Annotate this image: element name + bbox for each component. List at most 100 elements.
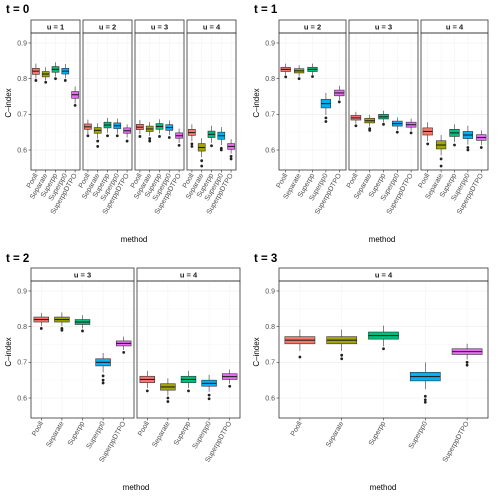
outlier-point xyxy=(44,80,48,84)
outlier-point xyxy=(409,131,413,135)
outlier-point xyxy=(101,381,105,385)
outlier-point xyxy=(148,137,152,140)
y-tick-label: 0.9 xyxy=(265,40,275,47)
x-tick-label: Separate xyxy=(45,420,65,448)
outlier-point xyxy=(337,100,341,104)
facet-u-1: u = 1PoollSeparateSuperppSuperpp0Superpp… xyxy=(26,19,81,216)
outlier-point xyxy=(297,77,301,81)
outlier-point xyxy=(190,145,194,148)
box-separate: Separate xyxy=(325,281,358,449)
y-tick-label: 0.6 xyxy=(17,147,27,154)
outlier-point xyxy=(423,400,427,404)
box-pooll: Pooll xyxy=(346,33,362,189)
outlier-point xyxy=(229,155,233,158)
outlier-point xyxy=(39,327,43,330)
facet-border xyxy=(136,280,241,419)
facet-u-4: u = 4PoollSeparateSuperppSuperpp0Superpp… xyxy=(418,19,489,216)
strip-label: u = 2 xyxy=(304,22,321,31)
x-tick-label: Pooll xyxy=(31,420,45,437)
y-tick-label: 0.7 xyxy=(17,360,27,367)
outlier-point xyxy=(439,157,443,161)
outlier-point xyxy=(101,378,105,382)
facet-u-4: u = 4PoollSeparateSuperppSuperpp0Superpp… xyxy=(182,19,237,216)
outlier-point xyxy=(423,394,427,398)
x-tick-label: Superpp0 xyxy=(408,420,429,450)
panel-title: t = 0 xyxy=(6,4,29,16)
outlier-point xyxy=(207,397,211,401)
outlier-point xyxy=(395,130,399,134)
outlier-point xyxy=(382,347,385,351)
x-tick-label: Superpp xyxy=(67,420,86,447)
x-tick-label: Pooll xyxy=(346,172,360,189)
strip-label: u = 1 xyxy=(47,22,64,31)
box-superpp: Superpp xyxy=(297,33,318,199)
outlier-point xyxy=(145,389,149,393)
outlier-point xyxy=(101,374,105,378)
y-tick-label: 0.7 xyxy=(265,360,275,367)
box-superppdtpo: SuperppDTPO xyxy=(442,281,483,464)
panel-title: t = 3 xyxy=(254,253,277,265)
box-superpp0: Superpp0 xyxy=(408,281,441,450)
outlier-point xyxy=(148,139,152,143)
box-superpp0: Superpp0 xyxy=(192,281,217,450)
x-tick-label: Superpp0 xyxy=(86,420,107,450)
box-pooll: Pooll xyxy=(26,33,40,189)
outlier-point xyxy=(219,148,223,152)
y-axis-title: C–index xyxy=(4,88,13,117)
outlier-point xyxy=(368,128,372,132)
box-superpp: Superpp xyxy=(439,33,460,199)
facet-border xyxy=(82,32,133,171)
x-axis-title: method xyxy=(121,235,148,244)
outlier-point xyxy=(200,159,204,163)
box-superpp: Superpp xyxy=(368,281,399,447)
outlier-point xyxy=(73,104,77,107)
x-tick-label: Pooll xyxy=(137,420,151,437)
strip-label: u = 3 xyxy=(74,270,91,279)
outlier-point xyxy=(96,145,100,148)
outlier-point xyxy=(439,164,443,168)
panel-title: t = 2 xyxy=(6,253,29,265)
outlier-point xyxy=(228,384,232,388)
panel-t0: t = 0 C–index method 0.6 0.7 0.8 0.9 u = 1 Po… xyxy=(4,4,237,244)
outlier-point xyxy=(382,122,385,126)
outlier-point xyxy=(166,400,170,403)
panel-t1: t = 1 C–index method 0.6 0.7 0.8 0.9 u = 2 Po… xyxy=(252,4,489,244)
outlier-point xyxy=(54,77,57,81)
outlier-point xyxy=(453,143,456,147)
outlier-point xyxy=(311,75,314,78)
outlier-point xyxy=(158,135,161,138)
y-axis-title: C–index xyxy=(4,337,13,366)
facet-border xyxy=(420,32,489,171)
box-pooll: Pooll xyxy=(137,281,156,437)
outlier-point xyxy=(324,116,328,120)
outlier-point xyxy=(465,360,469,364)
outlier-point xyxy=(96,139,100,143)
outlier-point xyxy=(63,79,67,82)
outlier-point xyxy=(423,398,427,402)
outlier-point xyxy=(207,393,211,397)
x-tick-label: Separate xyxy=(325,420,345,448)
outlier-point xyxy=(426,142,430,146)
x-axis-title: method xyxy=(369,235,396,244)
outlier-point xyxy=(324,120,328,123)
box-superpp: Superpp xyxy=(173,281,197,447)
facet-u-3: u = 3PoollSeparateSuperppSuperpp0Superpp… xyxy=(130,19,185,216)
facet-border xyxy=(348,32,419,171)
y-axis-title: C–index xyxy=(252,337,261,366)
outlier-point xyxy=(86,134,90,138)
strip-label: u = 4 xyxy=(180,270,198,279)
outlier-point xyxy=(466,148,470,152)
box-separate: Separate xyxy=(151,281,176,449)
outlier-point xyxy=(177,143,181,147)
outlier-point xyxy=(354,124,358,128)
box-pooll: Pooll xyxy=(276,33,291,189)
strip-label: u = 4 xyxy=(375,270,393,279)
facet-border xyxy=(30,280,135,419)
box-pooll: Pooll xyxy=(284,281,316,437)
y-tick-label: 0.9 xyxy=(17,40,27,47)
outlier-point xyxy=(125,139,129,143)
box-pooll: Pooll xyxy=(418,33,433,189)
outlier-point xyxy=(466,146,470,149)
panel-t2: t = 2 C–index method 0.6 0.7 0.8 0.9 u = 3 Po… xyxy=(4,253,241,492)
